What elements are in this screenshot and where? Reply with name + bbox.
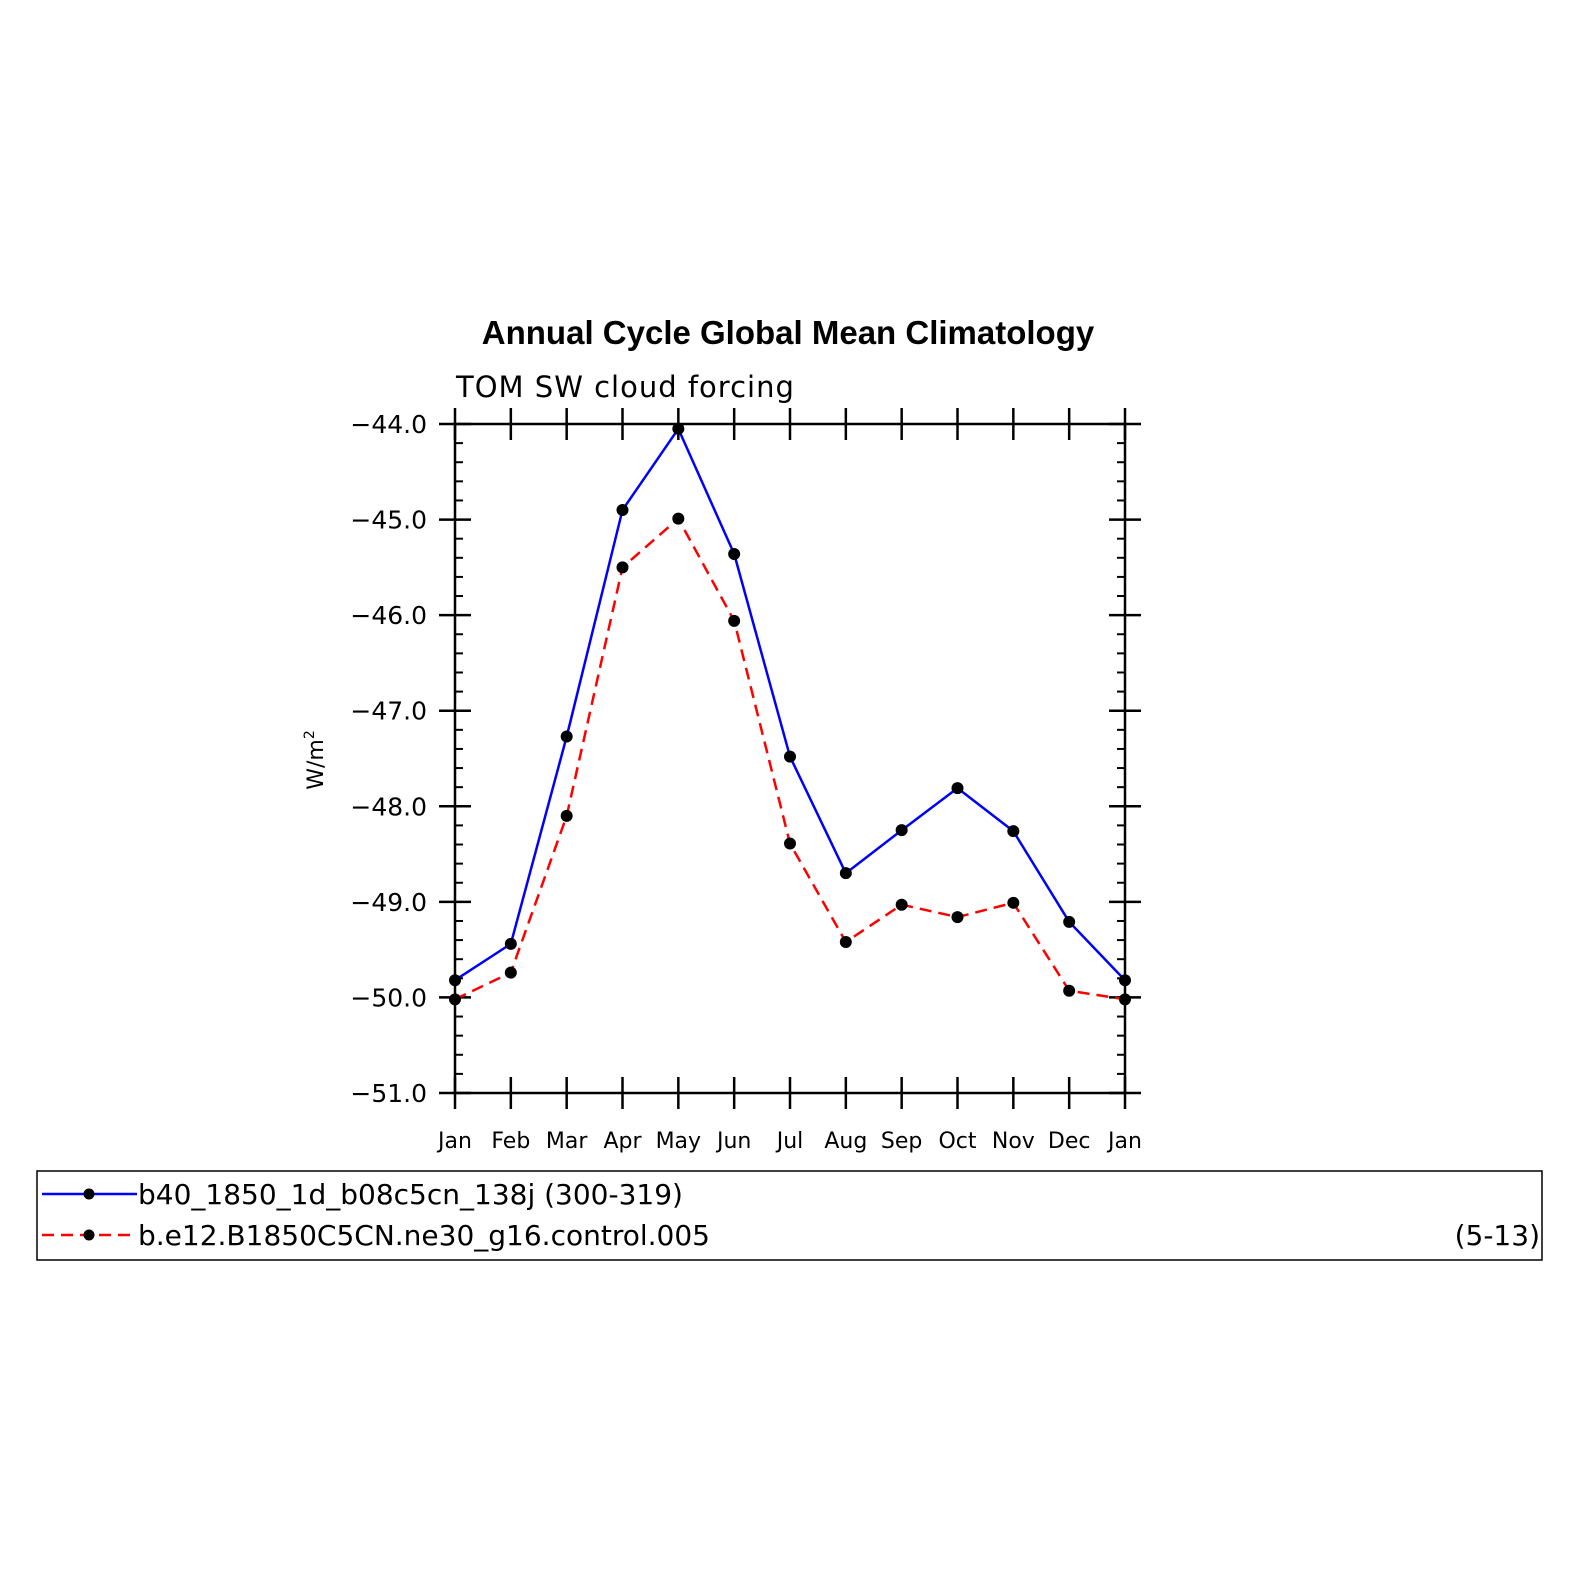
y-tick-label: −48.0 (350, 792, 427, 821)
x-tick-label: Aug (824, 1129, 867, 1154)
x-tick-label: Dec (1048, 1129, 1091, 1154)
data-point-series-1 (1063, 915, 1076, 928)
series-line-1 (454, 427, 1126, 982)
x-tick-label: Jan (436, 1129, 472, 1154)
data-point-series-2 (839, 935, 852, 948)
x-tick-label: Mar (546, 1129, 588, 1154)
data-point-series-2 (616, 561, 629, 574)
y-axis-label-text: W/m (304, 739, 329, 790)
x-tick-label: Sep (881, 1129, 922, 1154)
data-point-series-1 (1007, 825, 1020, 838)
legend-label-series-1: b40_1850_1d_b08c5cn_138j (300-319) (138, 1178, 683, 1211)
y-tick-label: −47.0 (350, 697, 427, 726)
svg-text:W/m2: W/m2 (302, 730, 329, 790)
data-point-series-1 (951, 782, 964, 795)
legend: b40_1850_1d_b08c5cn_138j (300-319) b.e12… (36, 1170, 1543, 1261)
legend-marker-series-1 (83, 1188, 95, 1200)
data-point-series-1 (895, 824, 908, 837)
x-tick-label: Oct (938, 1129, 976, 1154)
data-point-series-2 (728, 614, 741, 627)
data-point-series-2 (784, 837, 796, 850)
series-lines (454, 427, 1126, 1001)
legend-marker-series-2 (83, 1229, 95, 1241)
chart-subtitle: TOM SW cloud forcing (455, 370, 795, 404)
data-point-series-2 (1007, 896, 1020, 909)
data-point-series-2 (560, 809, 573, 822)
x-tick-label: Apr (603, 1129, 642, 1154)
legend-label-series-2-suffix: (5-13) (1455, 1219, 1540, 1252)
data-point-series-2 (672, 512, 685, 525)
chart-title: Annual Cycle Global Mean Climatology (482, 314, 1095, 351)
y-tick-label: −46.0 (350, 601, 427, 630)
data-point-series-1 (728, 547, 741, 560)
series-markers (449, 422, 1131, 1006)
data-point-series-1 (784, 750, 796, 763)
data-point-series-1 (616, 504, 629, 517)
legend-label-series-2: b.e12.B1850C5CN.ne30_g16.control.005 (138, 1219, 710, 1252)
legend-box (36, 1170, 1543, 1261)
data-point-series-1 (672, 422, 685, 435)
y-axis-label: W/m2 (302, 730, 329, 790)
x-tick-label: Jul (775, 1129, 804, 1154)
x-tick-label: Jun (715, 1129, 751, 1154)
y-tick-label: −51.0 (350, 1079, 427, 1108)
y-tick-label: −49.0 (350, 888, 427, 917)
x-tick-labels: Jan Feb Mar Apr May Jun Jul Aug Sep Oct Nov Dec Jan (436, 1129, 1142, 1154)
data-point-series-1 (504, 937, 517, 950)
plot-frame (453, 422, 1127, 1095)
y-axis-label-superscript: 2 (302, 730, 318, 739)
data-point-series-1 (560, 730, 573, 743)
x-tick-label: Feb (491, 1129, 530, 1154)
y-tick-label: −44.0 (350, 410, 427, 439)
x-tick-label: Nov (992, 1129, 1035, 1154)
y-tick-label: −50.0 (350, 983, 427, 1012)
data-point-series-2 (951, 911, 964, 924)
data-point-series-1 (839, 867, 852, 880)
x-tick-label: May (656, 1129, 701, 1154)
x-tick-label: Jan (1106, 1129, 1142, 1154)
y-tick-label: −45.0 (350, 506, 427, 535)
data-point-series-2 (1063, 984, 1076, 997)
data-point-series-2 (504, 966, 517, 979)
y-tick-labels: −44.0 −45.0 −46.0 −47.0 −48.0 −49.0 −50.0 −51.0 (350, 410, 427, 1108)
data-point-series-2 (895, 898, 908, 911)
